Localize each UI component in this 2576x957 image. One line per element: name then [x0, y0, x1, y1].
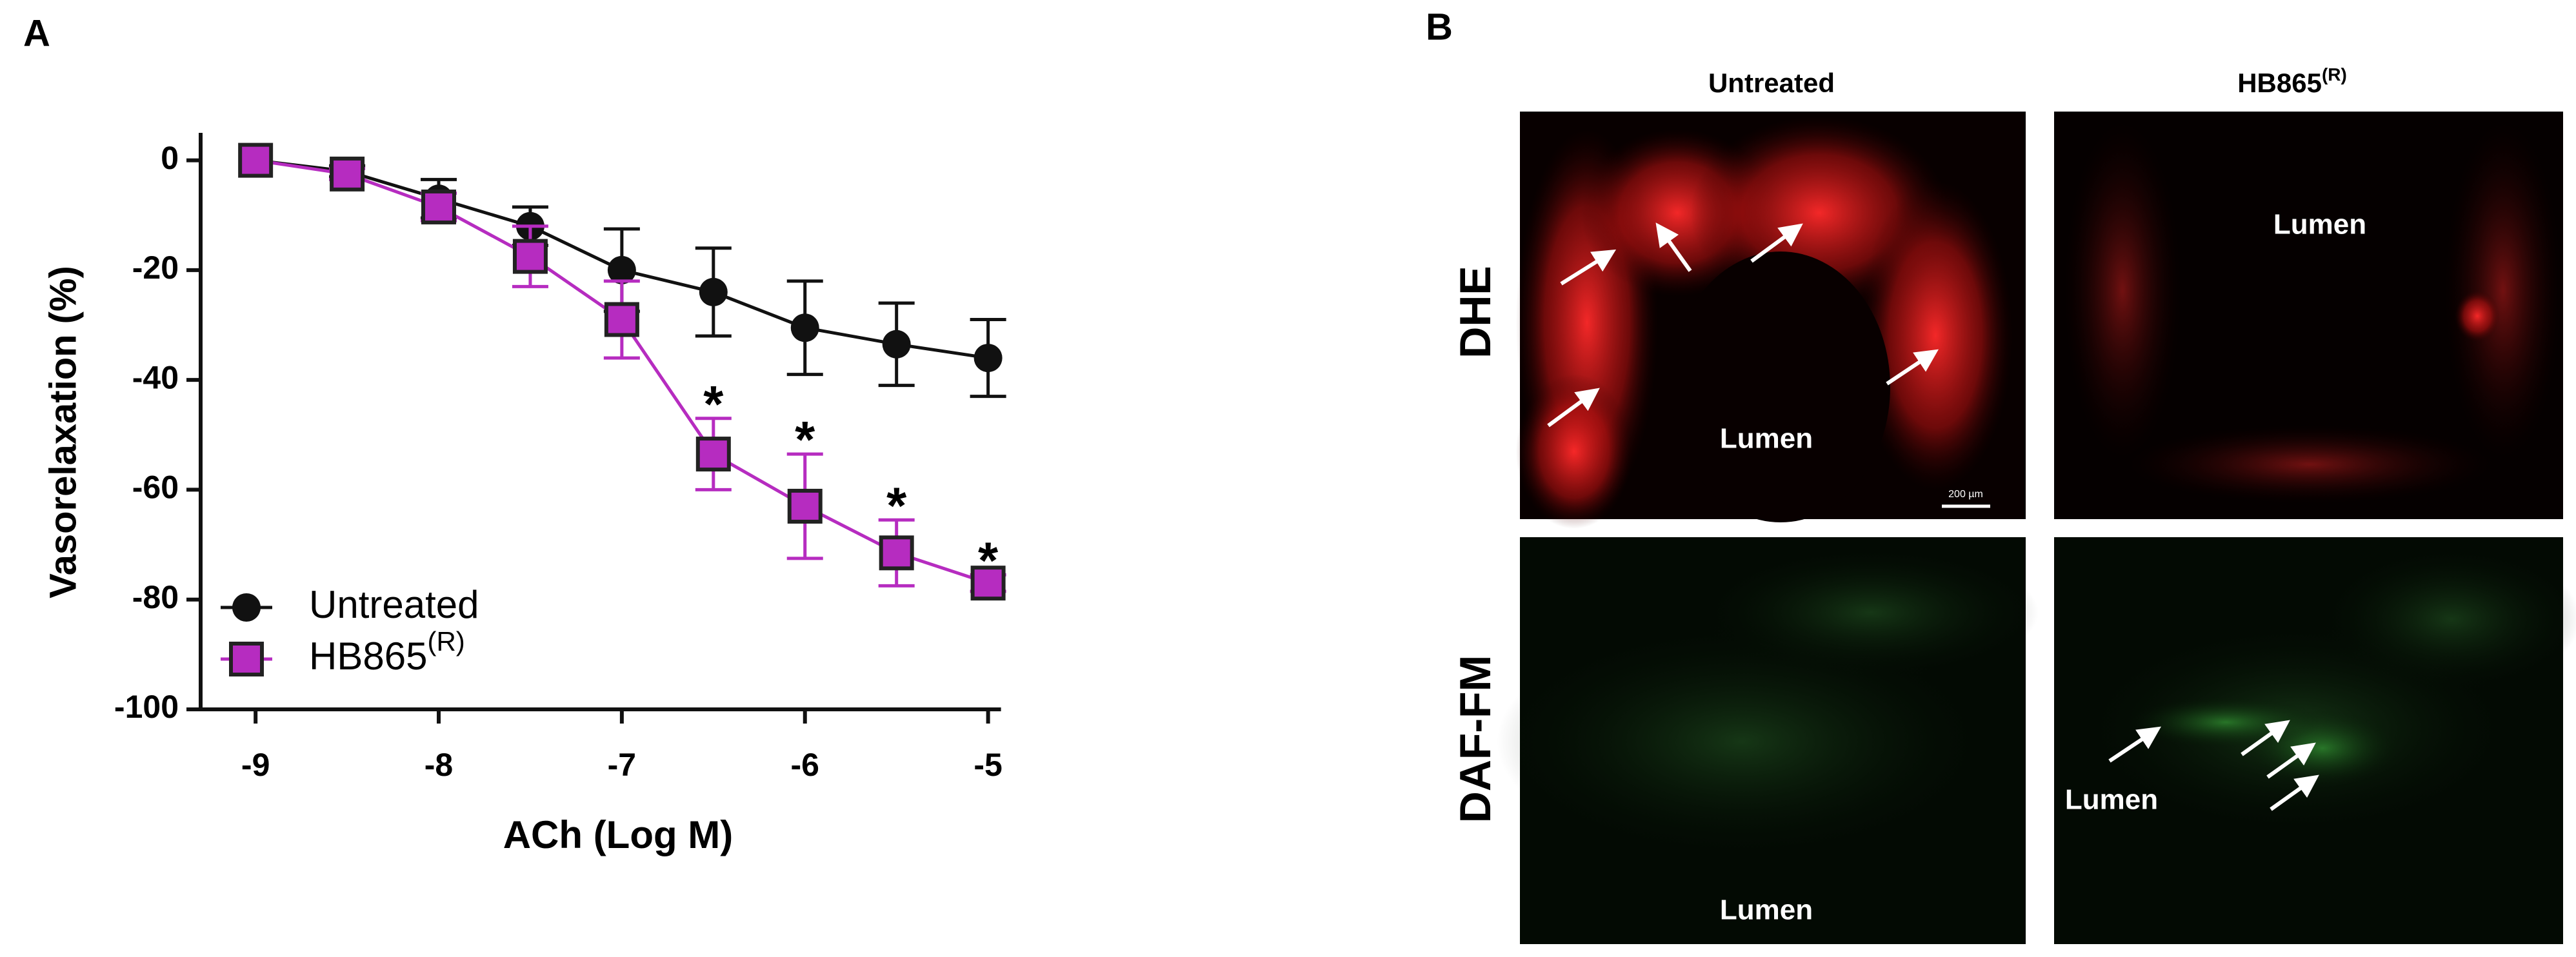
- legend-marker: [232, 593, 261, 622]
- row-label: DAF-FM: [1451, 655, 1500, 824]
- legend-label-superscript: (R): [427, 626, 464, 656]
- column-label-superscript: (R): [2322, 64, 2347, 84]
- x-tick-label: -8: [424, 747, 453, 783]
- column-label: Untreated: [1708, 68, 1835, 98]
- series-line: [255, 159, 989, 585]
- x-tick-label: -5: [973, 747, 1002, 783]
- x-tick-label: -9: [241, 747, 270, 783]
- marker: [699, 277, 728, 306]
- panel-label: B: [1426, 6, 1453, 48]
- marker: [787, 488, 823, 524]
- micrograph-dhe-treated: [2054, 112, 2563, 519]
- y-tick-label: -40: [132, 359, 179, 395]
- lumen-label: Lumen: [1720, 894, 1813, 926]
- panel-label: A: [23, 12, 50, 54]
- y-axis-title: Vasorelaxation (%): [42, 266, 84, 598]
- legend-label: Untreated: [309, 583, 479, 626]
- significance-mark: *: [978, 532, 999, 589]
- column-label-text: HB865: [2237, 68, 2322, 98]
- marker: [512, 239, 548, 274]
- y-tick-label: 0: [161, 140, 179, 176]
- marker: [330, 156, 365, 192]
- marker: [607, 255, 636, 284]
- micrograph-daf-treated: [2054, 537, 2576, 944]
- lumen-label: Lumen: [2273, 209, 2366, 241]
- column-label: HB865(R): [2237, 64, 2347, 98]
- x-tick-label: -7: [608, 747, 636, 783]
- marker: [790, 313, 819, 342]
- x-tick-label: -6: [791, 747, 819, 783]
- x-axis-title: ACh (Log M): [503, 813, 734, 856]
- y-tick-label: -20: [132, 250, 179, 286]
- marker: [238, 143, 274, 178]
- row-label: DHE: [1451, 266, 1500, 359]
- legend-label: HB865(R): [309, 626, 465, 678]
- marker: [970, 566, 1006, 601]
- series: [238, 143, 1006, 601]
- marker: [604, 302, 639, 337]
- marker: [882, 330, 911, 359]
- marker: [421, 189, 457, 224]
- marker: [879, 535, 914, 571]
- micrograph-daf-untreated: [1497, 537, 2039, 944]
- marker: [695, 437, 731, 472]
- significance-mark: *: [886, 477, 907, 534]
- y-tick-label: -80: [132, 579, 179, 615]
- legend-label-text: Untreated: [309, 583, 479, 626]
- y-tick-label: -60: [132, 469, 179, 506]
- scale-bar-label: 200 µm: [1948, 489, 1983, 500]
- legend-marker: [229, 642, 264, 676]
- lumen-label: Lumen: [1720, 423, 1813, 455]
- lumen-label: Lumen: [2065, 784, 2158, 816]
- significance-mark: *: [795, 411, 815, 468]
- marker: [973, 344, 1003, 373]
- legend-label-text: HB865: [309, 635, 427, 678]
- micrograph-dhe-untreated: [1516, 112, 2026, 529]
- significance-mark: *: [703, 375, 724, 433]
- y-tick-label: -100: [114, 689, 179, 725]
